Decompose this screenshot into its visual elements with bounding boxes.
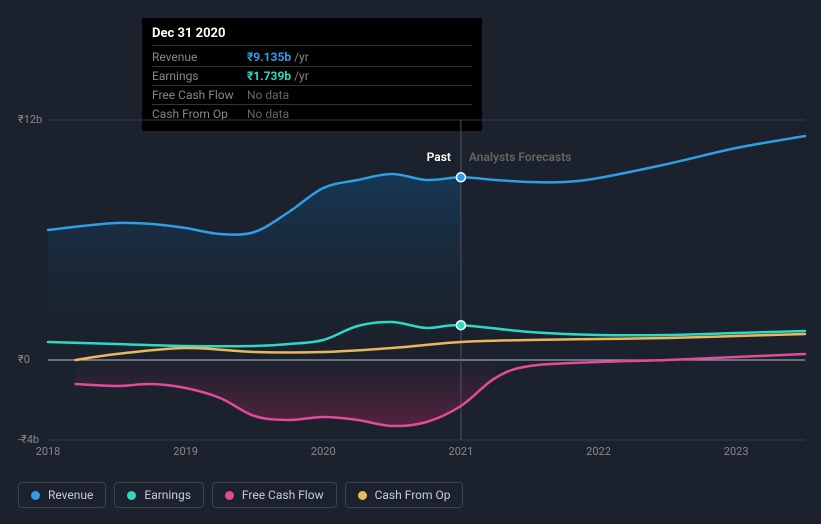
tooltip-row: Earnings₹1.739b/yr: [152, 67, 472, 86]
legend-dot: [225, 491, 234, 500]
chart-svg: [48, 120, 805, 440]
y-tick-label: ₹0: [18, 353, 30, 366]
revenue-area: [48, 174, 461, 360]
y-tick-label: ₹12b: [18, 113, 42, 126]
tooltip-unit: /yr: [294, 50, 309, 64]
tooltip-date: Dec 31 2020: [152, 26, 472, 46]
legend-dot: [127, 491, 136, 500]
region-past-label: Past: [427, 150, 451, 164]
x-tick-label: 2022: [586, 445, 611, 458]
x-tick-label: 2019: [173, 445, 198, 458]
chart-area: ₹12b₹0-₹4bPastAnalysts Forecasts: [18, 120, 805, 470]
marker-revenue: [456, 173, 465, 182]
legend-item-revenue[interactable]: Revenue: [18, 482, 106, 508]
tooltip-row: Free Cash FlowNo data: [152, 86, 472, 105]
tooltip-unit: /yr: [294, 69, 309, 83]
x-tick-label: 2020: [311, 445, 336, 458]
legend-item-earnings[interactable]: Earnings: [114, 482, 204, 508]
fcf-area: [76, 360, 496, 426]
tooltip-label: Revenue: [152, 50, 247, 64]
tooltip-nodata: No data: [247, 88, 289, 102]
legend-label: Revenue: [48, 488, 93, 502]
x-tick-label: 2018: [36, 445, 61, 458]
tooltip-label: Cash From Op: [152, 107, 247, 121]
tooltip-label: Earnings: [152, 69, 247, 83]
legend-dot: [31, 491, 40, 500]
tooltip-nodata: No data: [247, 107, 289, 121]
region-forecast-label: Analysts Forecasts: [469, 150, 571, 164]
legend-item-free-cash-flow[interactable]: Free Cash Flow: [212, 482, 337, 508]
tooltip-rows: Revenue₹9.135b/yrEarnings₹1.739b/yrFree …: [152, 48, 472, 123]
legend-label: Free Cash Flow: [242, 488, 324, 502]
tooltip-value: ₹9.135b: [247, 50, 291, 64]
legend-label: Cash From Op: [375, 488, 451, 502]
legend: Revenue Earnings Free Cash Flow Cash From O…: [18, 482, 463, 508]
x-tick-label: 2023: [724, 445, 749, 458]
tooltip-row: Revenue₹9.135b/yr: [152, 48, 472, 67]
tooltip-value: ₹1.739b: [247, 69, 291, 83]
chart-tooltip: Dec 31 2020 Revenue₹9.135b/yrEarnings₹1.…: [142, 18, 482, 131]
x-axis: 2018 2019 2020 2021 2022 2023: [18, 445, 805, 465]
marker-earnings: [456, 321, 465, 330]
legend-dot: [358, 491, 367, 500]
legend-label: Earnings: [144, 488, 191, 502]
tooltip-label: Free Cash Flow: [152, 88, 247, 102]
x-tick-label: 2021: [449, 445, 474, 458]
legend-item-cash-from-op[interactable]: Cash From Op: [345, 482, 464, 508]
